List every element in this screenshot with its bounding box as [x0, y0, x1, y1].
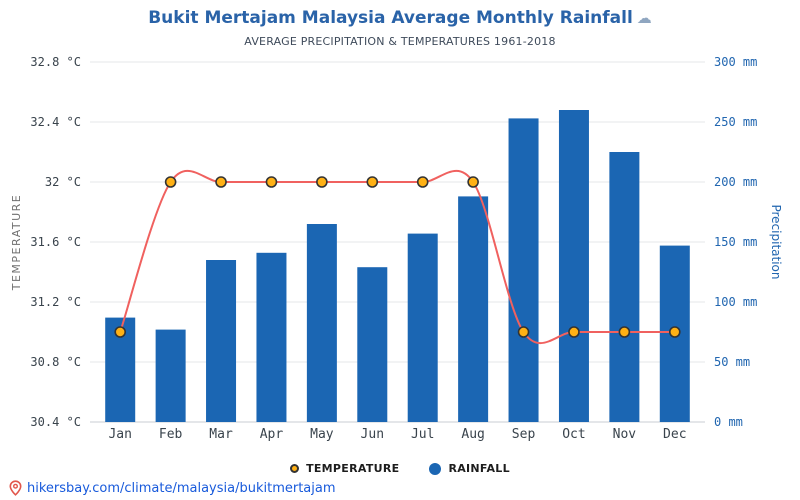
rainfall-bar[interactable] [155, 329, 186, 422]
left-axis-tick: 32.8 °C [30, 55, 81, 69]
month-label: Jun [361, 427, 384, 442]
legend-item-rainfall[interactable]: RAINFALL [429, 462, 510, 475]
legend-label-temperature: TEMPERATURE [306, 462, 400, 475]
footer: hikersbay.com/climate/malaysia/bukitmert… [8, 480, 336, 496]
temperature-marker[interactable] [114, 326, 127, 338]
right-axis-tick: 300 mm [714, 55, 757, 69]
temperature-marker[interactable] [416, 176, 429, 188]
rainfall-bar[interactable] [407, 233, 438, 422]
temperature-marker[interactable] [265, 176, 278, 188]
month-label: Mar [209, 427, 233, 442]
rainfall-bar[interactable] [458, 196, 489, 422]
left-axis-tick: 31.6 °C [30, 235, 81, 249]
month-label: Sep [512, 427, 536, 442]
rainfall-bar[interactable] [256, 252, 287, 422]
rainfall-bar[interactable] [206, 260, 237, 422]
legend-label-rainfall: RAINFALL [448, 462, 510, 475]
left-axis-tick: 32.4 °C [30, 115, 81, 129]
month-label: Dec [663, 427, 686, 442]
temperature-marker[interactable] [316, 176, 328, 188]
temperature-marker[interactable] [467, 176, 479, 188]
footer-link[interactable]: hikersbay.com/climate/malaysia/bukitmert… [27, 480, 336, 496]
rainfall-bar[interactable] [306, 224, 337, 422]
temperature-marker[interactable] [568, 326, 580, 338]
rainfall-bar[interactable] [609, 152, 640, 422]
right-axis-tick: 0 mm [714, 415, 743, 429]
right-axis-tick: 200 mm [714, 175, 757, 189]
month-label: Jul [411, 427, 434, 442]
temperature-line [119, 169, 675, 345]
right-axis-tick: 50 mm [714, 355, 750, 369]
temperature-marker[interactable] [366, 176, 379, 188]
month-label: Apr [260, 427, 284, 442]
temperature-marker-icon [290, 464, 300, 473]
weather-cloud-icon: ☁ [636, 9, 652, 27]
temperature-marker[interactable] [668, 326, 681, 338]
left-axis-title: TEMPERATURE [10, 194, 23, 291]
month-label: Nov [613, 427, 637, 442]
temperature-marker[interactable] [618, 326, 631, 338]
rainfall-bar[interactable] [508, 118, 539, 423]
legend: TEMPERATURE RAINFALL [0, 462, 800, 475]
chart-subtitle: AVERAGE PRECIPITATION & TEMPERATURES 196… [244, 35, 556, 48]
month-label: May [310, 427, 334, 442]
rainfall-temperature-chart: 30.4 °C 0 mm 30.8 °C 50 mm 31.2 °C 100 mm 31.6… [10, 55, 783, 442]
month-label: Feb [159, 427, 183, 442]
right-axis-title: Precipitation [769, 204, 783, 279]
right-axis-tick: 100 mm [714, 295, 757, 309]
month-label: Aug [461, 427, 484, 442]
left-axis-tick: 30.8 °C [30, 355, 81, 369]
chart-header: Bukit Mertajam Malaysia Average Monthly … [0, 8, 800, 48]
chart-title-text: Bukit Mertajam Malaysia Average Monthly … [148, 8, 633, 28]
temperature-marker[interactable] [164, 176, 177, 188]
rainfall-bar[interactable] [357, 267, 388, 422]
temperature-marker[interactable] [517, 326, 530, 338]
rainfall-dot-icon [429, 462, 442, 475]
left-axis-tick: 30.4 °C [30, 415, 81, 429]
month-label: Oct [562, 427, 585, 442]
left-axis-tick: 31.2 °C [30, 295, 81, 309]
rainfall-bar[interactable] [558, 110, 589, 422]
location-pin-icon [9, 480, 22, 496]
right-axis-tick: 250 mm [714, 115, 757, 129]
temperature-marker[interactable] [215, 176, 227, 188]
left-axis-tick: 32 °C [45, 175, 81, 189]
month-label: Jan [108, 427, 131, 442]
right-axis-tick: 150 mm [714, 235, 757, 249]
chart-title: Bukit Mertajam Malaysia Average Monthly … [0, 8, 800, 28]
legend-item-temperature[interactable]: TEMPERATURE [290, 462, 399, 475]
